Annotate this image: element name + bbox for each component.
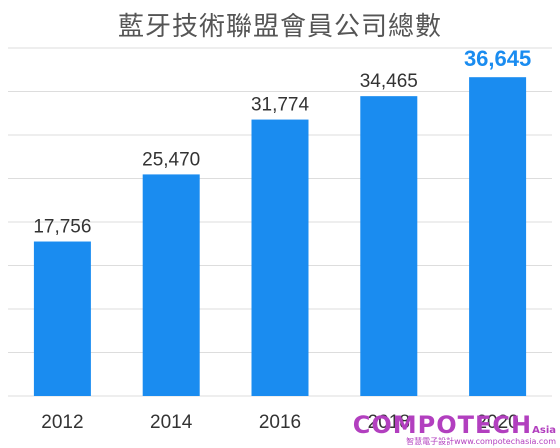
- value-label-2014: 25,470: [142, 149, 200, 170]
- value-labels: 17,756 25,470 31,774 34,465 36,645: [33, 46, 531, 237]
- bars: [33, 77, 527, 397]
- x-tick-2020: 2020: [476, 412, 518, 433]
- value-label-2016: 31,774: [251, 95, 310, 116]
- watermark-sub: 智慧電子設計www.compotechasia.com: [406, 437, 556, 446]
- bar-2012: [33, 241, 91, 396]
- bar-2020: [469, 77, 527, 396]
- watermark-sup: Asia: [532, 425, 556, 436]
- x-tick-2012: 2012: [41, 412, 83, 433]
- x-tick-2014: 2014: [150, 412, 193, 433]
- bar-2014: [142, 174, 200, 396]
- bar-2018: [360, 96, 418, 396]
- x-tick-2018: 2018: [368, 412, 410, 433]
- value-label-2020: 36,645: [464, 46, 531, 71]
- x-tick-labels: 2012 2014 2016 2018 2020: [41, 412, 518, 433]
- value-label-2018: 34,465: [360, 71, 418, 92]
- bar-2016: [251, 119, 309, 397]
- chart-title: 藍牙技術聯盟會員公司總數: [117, 12, 442, 42]
- watermark-main: COMPOTECH: [352, 411, 533, 439]
- value-label-2012: 17,756: [33, 217, 91, 238]
- watermark-logo: COMPOTECHAsia 智慧電子設計www.compotechasia.co…: [353, 413, 556, 446]
- x-tick-2016: 2016: [259, 412, 301, 433]
